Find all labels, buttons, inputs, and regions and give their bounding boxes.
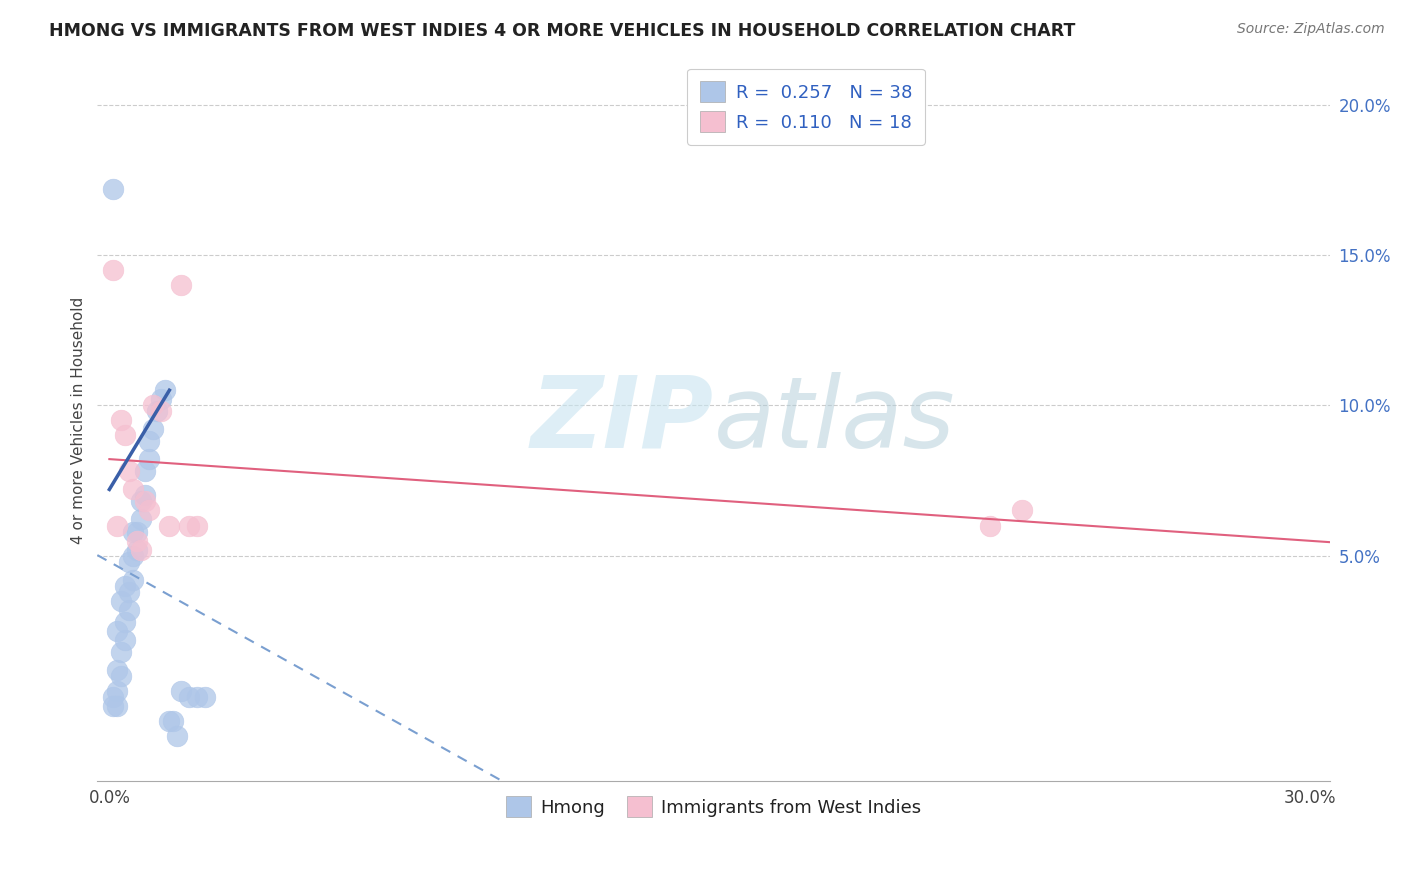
Point bbox=[138, 452, 160, 467]
Point bbox=[118, 464, 141, 478]
Point bbox=[162, 714, 184, 728]
Point bbox=[122, 483, 145, 497]
Point bbox=[157, 518, 180, 533]
Point bbox=[150, 392, 173, 407]
Point bbox=[170, 278, 193, 293]
Text: ZIP: ZIP bbox=[530, 372, 714, 469]
Point bbox=[134, 494, 156, 508]
Point bbox=[127, 533, 149, 548]
Point bbox=[146, 404, 169, 418]
Point bbox=[134, 488, 156, 502]
Point bbox=[170, 683, 193, 698]
Point bbox=[150, 404, 173, 418]
Point bbox=[157, 714, 180, 728]
Point bbox=[105, 683, 128, 698]
Point bbox=[127, 542, 149, 557]
Point bbox=[114, 632, 136, 647]
Point bbox=[114, 615, 136, 629]
Point bbox=[103, 182, 125, 196]
Text: HMONG VS IMMIGRANTS FROM WEST INDIES 4 OR MORE VEHICLES IN HOUSEHOLD CORRELATION: HMONG VS IMMIGRANTS FROM WEST INDIES 4 O… bbox=[49, 22, 1076, 40]
Point bbox=[186, 518, 208, 533]
Text: Source: ZipAtlas.com: Source: ZipAtlas.com bbox=[1237, 22, 1385, 37]
Point bbox=[114, 579, 136, 593]
Point bbox=[110, 593, 132, 607]
Point bbox=[194, 690, 217, 704]
Point bbox=[131, 512, 153, 526]
Point bbox=[138, 434, 160, 449]
Point bbox=[134, 464, 156, 478]
Point bbox=[110, 645, 132, 659]
Point bbox=[122, 549, 145, 563]
Point bbox=[155, 383, 177, 397]
Point bbox=[105, 624, 128, 638]
Point bbox=[103, 263, 125, 277]
Point bbox=[103, 690, 125, 704]
Point bbox=[105, 663, 128, 677]
Point bbox=[131, 542, 153, 557]
Point bbox=[979, 518, 1001, 533]
Y-axis label: 4 or more Vehicles in Household: 4 or more Vehicles in Household bbox=[72, 297, 86, 544]
Point bbox=[118, 584, 141, 599]
Point bbox=[118, 602, 141, 616]
Point bbox=[166, 729, 188, 743]
Point bbox=[110, 669, 132, 683]
Point bbox=[179, 690, 201, 704]
Point bbox=[105, 698, 128, 713]
Point bbox=[105, 518, 128, 533]
Point bbox=[114, 428, 136, 442]
Point bbox=[118, 555, 141, 569]
Point bbox=[103, 698, 125, 713]
Point bbox=[131, 494, 153, 508]
Point bbox=[186, 690, 208, 704]
Point bbox=[179, 518, 201, 533]
Point bbox=[110, 413, 132, 427]
Point bbox=[142, 398, 165, 412]
Point bbox=[122, 573, 145, 587]
Point bbox=[142, 422, 165, 436]
Legend: Hmong, Immigrants from West Indies: Hmong, Immigrants from West Indies bbox=[498, 787, 931, 826]
Point bbox=[127, 524, 149, 539]
Point bbox=[138, 503, 160, 517]
Text: atlas: atlas bbox=[714, 372, 956, 469]
Point bbox=[122, 524, 145, 539]
Point bbox=[1011, 503, 1033, 517]
